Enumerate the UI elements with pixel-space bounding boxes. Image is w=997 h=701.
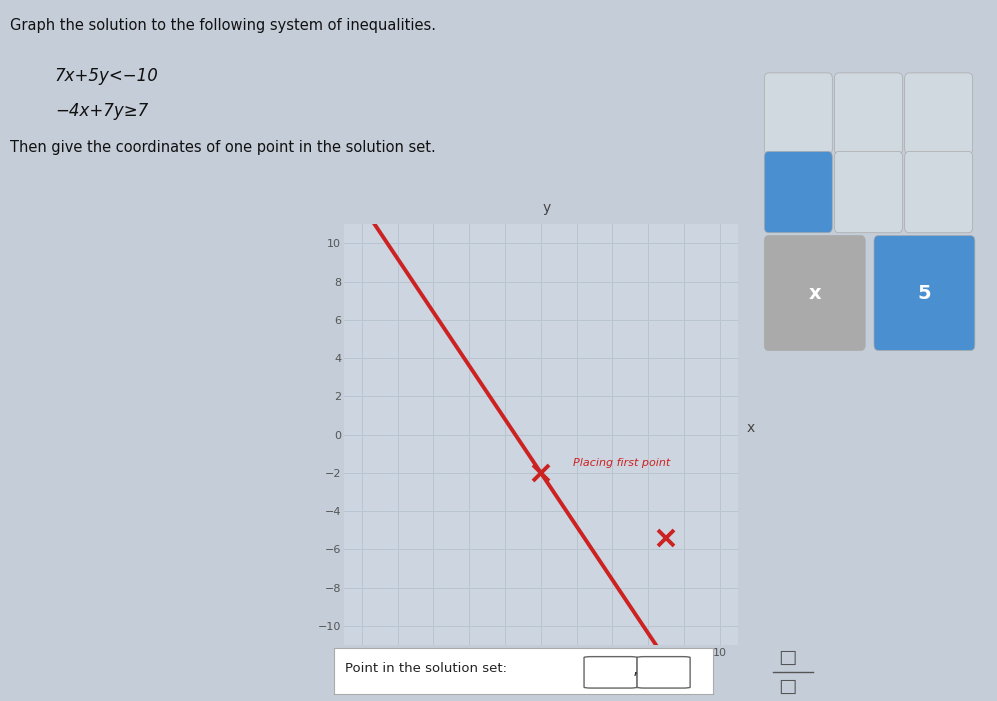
Text: 5: 5 [917,283,931,303]
Text: x: x [809,283,822,303]
FancyBboxPatch shape [904,73,973,154]
FancyBboxPatch shape [584,657,637,688]
FancyBboxPatch shape [765,73,832,154]
Text: ,: , [632,660,638,678]
Text: Graph the solution to the following system of inequalities.: Graph the solution to the following syst… [10,18,436,32]
Text: −4x+7y≥7: −4x+7y≥7 [55,102,149,120]
Text: □: □ [779,648,797,667]
Text: y: y [543,200,551,215]
FancyBboxPatch shape [834,151,902,233]
Text: 7x+5y<−10: 7x+5y<−10 [55,67,159,85]
Text: x: x [747,421,755,435]
Text: Then give the coordinates of one point in the solution set.: Then give the coordinates of one point i… [10,140,436,155]
FancyBboxPatch shape [874,236,975,350]
FancyBboxPatch shape [765,151,832,233]
FancyBboxPatch shape [904,151,973,233]
Text: Point in the solution set:: Point in the solution set: [345,662,507,676]
FancyBboxPatch shape [637,657,690,688]
Text: Placing first point: Placing first point [573,458,670,468]
FancyBboxPatch shape [765,236,865,350]
FancyBboxPatch shape [834,73,902,154]
Text: □: □ [779,677,797,696]
